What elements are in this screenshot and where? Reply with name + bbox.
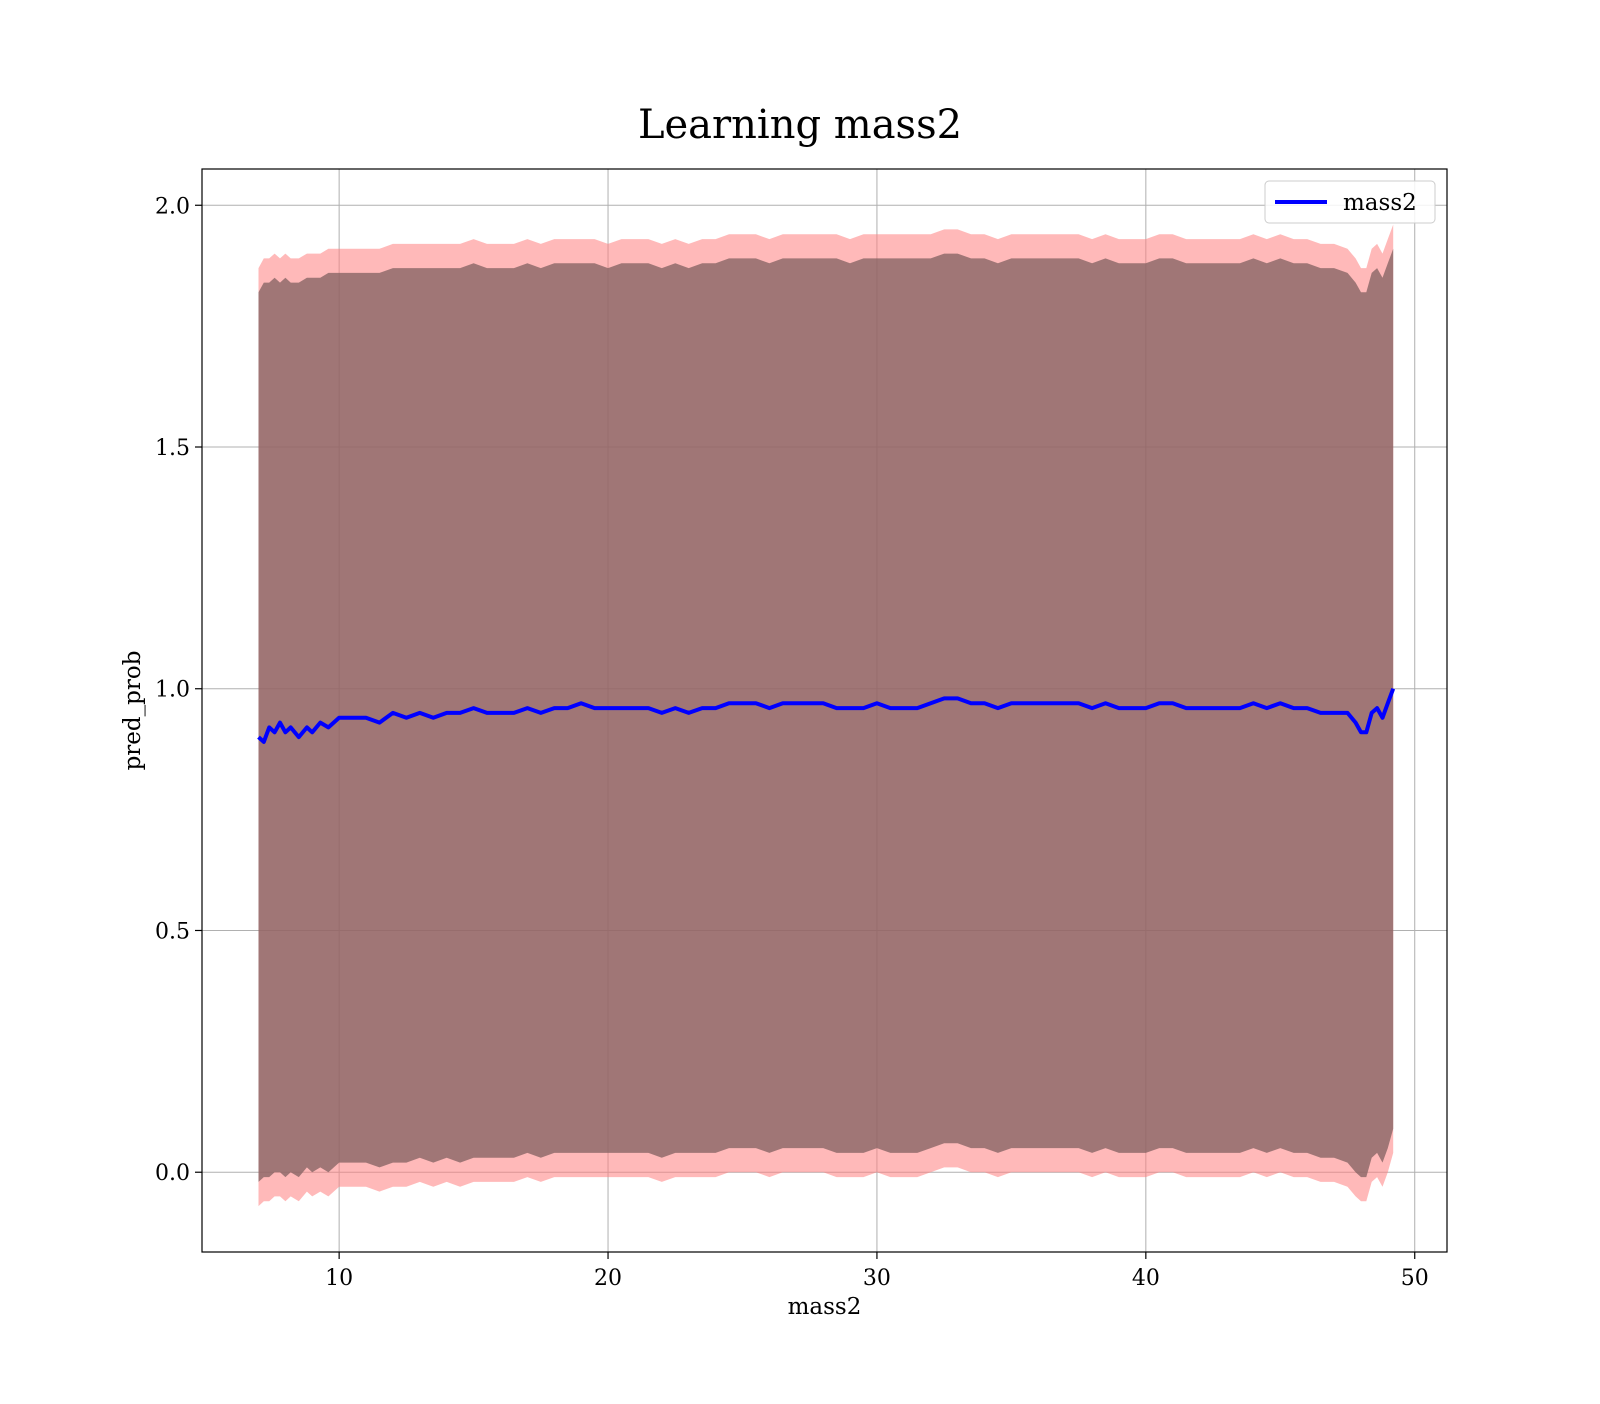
x-tick-label: 40 bbox=[1132, 1266, 1160, 1291]
inner-confidence-band bbox=[258, 248, 1394, 1182]
y-axis-label: pred_prob bbox=[120, 651, 146, 771]
chart-title: Learning mass2 bbox=[637, 102, 963, 148]
x-tick-label: 50 bbox=[1401, 1266, 1429, 1291]
plot-frame bbox=[201, 168, 1448, 1253]
y-tick-label: 1.5 bbox=[155, 436, 190, 461]
y-tick-label: 2.0 bbox=[155, 194, 190, 219]
series-line-mass2 bbox=[257, 688, 1396, 744]
legend-label: mass2 bbox=[1343, 190, 1417, 216]
x-tick-label: 20 bbox=[594, 1266, 622, 1291]
y-tick-label: 0.0 bbox=[155, 1161, 190, 1186]
line-layer bbox=[257, 688, 1396, 744]
tick-layer: 10 20 30 40 50 0.0 0.5 1.0 1.5 2.0 bbox=[155, 194, 1429, 1291]
y-tick-label: 0.5 bbox=[155, 919, 190, 944]
y-tick-label: 1.0 bbox=[155, 678, 190, 703]
legend-box bbox=[1264, 180, 1436, 224]
x-tick-label: 10 bbox=[325, 1266, 353, 1291]
legend: mass2 bbox=[1264, 180, 1436, 224]
x-tick-label: 30 bbox=[863, 1266, 891, 1291]
x-axis-label: mass2 bbox=[788, 1294, 862, 1320]
band-layer bbox=[258, 224, 1394, 1207]
